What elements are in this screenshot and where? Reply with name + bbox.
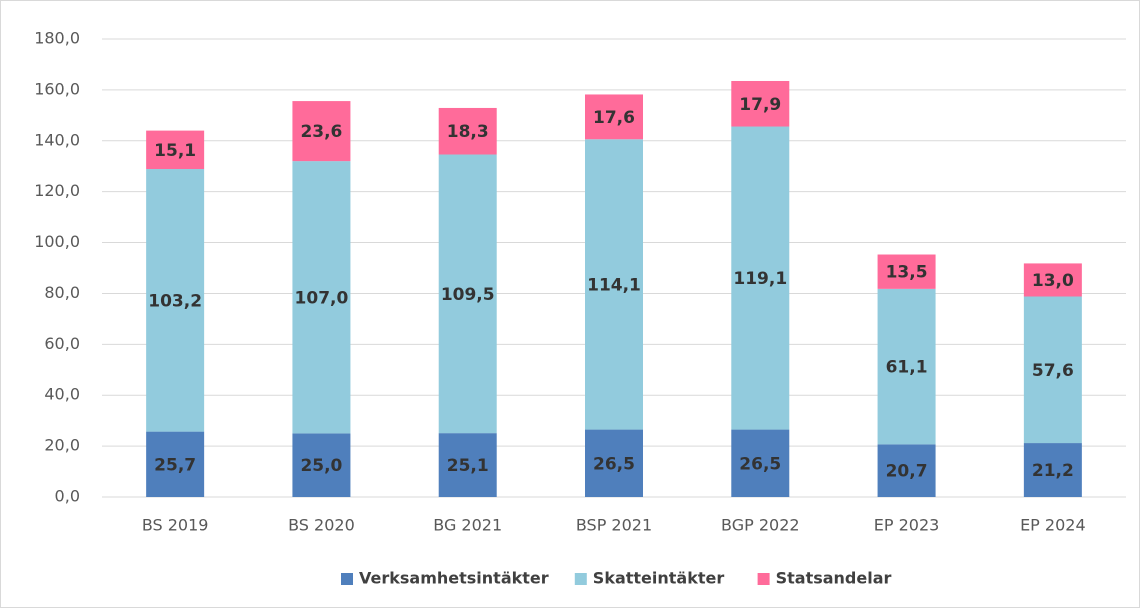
x-tick-label: BG 2021 bbox=[433, 516, 502, 535]
data-label: 20,7 bbox=[886, 462, 928, 482]
data-label: 18,3 bbox=[447, 122, 489, 142]
legend-swatch bbox=[757, 573, 770, 585]
bar-segment bbox=[585, 94, 643, 140]
data-label: 114,1 bbox=[587, 275, 641, 295]
y-tick-label: 120,0 bbox=[34, 181, 80, 200]
bar-segment bbox=[731, 429, 790, 497]
legend-label: Statsandelar bbox=[776, 569, 892, 588]
legend-swatch bbox=[341, 573, 353, 585]
data-label: 26,5 bbox=[593, 454, 635, 474]
bar-segment bbox=[731, 80, 790, 127]
y-tick-label: 160,0 bbox=[34, 79, 80, 98]
data-label: 103,2 bbox=[148, 291, 202, 311]
data-label: 26,5 bbox=[739, 454, 781, 474]
bar-segment bbox=[585, 139, 643, 430]
bar-segment bbox=[438, 154, 497, 434]
data-label: 13,0 bbox=[1032, 271, 1074, 291]
data-label: 21,2 bbox=[1032, 461, 1074, 481]
x-tick-label: EP 2023 bbox=[874, 516, 940, 535]
bar-segment bbox=[438, 433, 497, 497]
bar-segment bbox=[146, 169, 205, 432]
data-label: 17,6 bbox=[593, 108, 635, 128]
bar-segment bbox=[877, 288, 936, 445]
y-tick-label: 100,0 bbox=[34, 232, 80, 251]
legend-swatch bbox=[574, 573, 587, 585]
bar-segment bbox=[1023, 443, 1082, 497]
data-label: 109,5 bbox=[441, 285, 495, 305]
y-tick-label: 0,0 bbox=[55, 487, 80, 506]
data-label: 13,5 bbox=[886, 263, 928, 283]
bar-segment bbox=[877, 444, 936, 497]
bar-segment bbox=[585, 429, 643, 497]
bar-segment bbox=[292, 101, 351, 162]
y-tick-label: 140,0 bbox=[34, 130, 80, 149]
x-tick-label: BS 2020 bbox=[288, 516, 355, 535]
data-label: 119,1 bbox=[733, 269, 787, 289]
bar-segment bbox=[292, 161, 351, 434]
bar-segment bbox=[731, 126, 790, 430]
data-label: 107,0 bbox=[295, 288, 349, 308]
x-tick-label: BGP 2022 bbox=[721, 516, 800, 535]
y-tick-label: 20,0 bbox=[44, 436, 80, 455]
bar-segment bbox=[1023, 263, 1082, 297]
y-tick-label: 80,0 bbox=[44, 283, 80, 302]
data-label: 25,1 bbox=[447, 456, 489, 476]
bar-segment bbox=[292, 433, 351, 497]
data-label: 23,6 bbox=[300, 122, 342, 142]
data-label: 17,9 bbox=[739, 95, 781, 115]
x-tick-label: BSP 2021 bbox=[576, 516, 652, 535]
x-tick-label: BS 2019 bbox=[142, 516, 209, 535]
bar-segment bbox=[877, 254, 936, 289]
bar-segment bbox=[146, 130, 205, 170]
y-tick-label: 60,0 bbox=[44, 334, 80, 353]
data-label: 25,0 bbox=[300, 456, 342, 476]
legend-label: Skatteintäkter bbox=[593, 569, 725, 588]
data-label: 57,6 bbox=[1032, 361, 1074, 381]
x-tick-label: EP 2024 bbox=[1020, 516, 1086, 535]
bar-segment bbox=[438, 107, 497, 155]
y-tick-label: 180,0 bbox=[34, 29, 80, 48]
legend-label: Verksamhetsintäkter bbox=[359, 569, 549, 588]
data-label: 15,1 bbox=[154, 141, 196, 161]
data-label: 25,7 bbox=[154, 455, 196, 475]
bar-segment bbox=[146, 431, 205, 497]
bar-segment bbox=[1023, 296, 1082, 444]
y-tick-label: 40,0 bbox=[44, 385, 80, 404]
data-label: 61,1 bbox=[886, 358, 928, 378]
